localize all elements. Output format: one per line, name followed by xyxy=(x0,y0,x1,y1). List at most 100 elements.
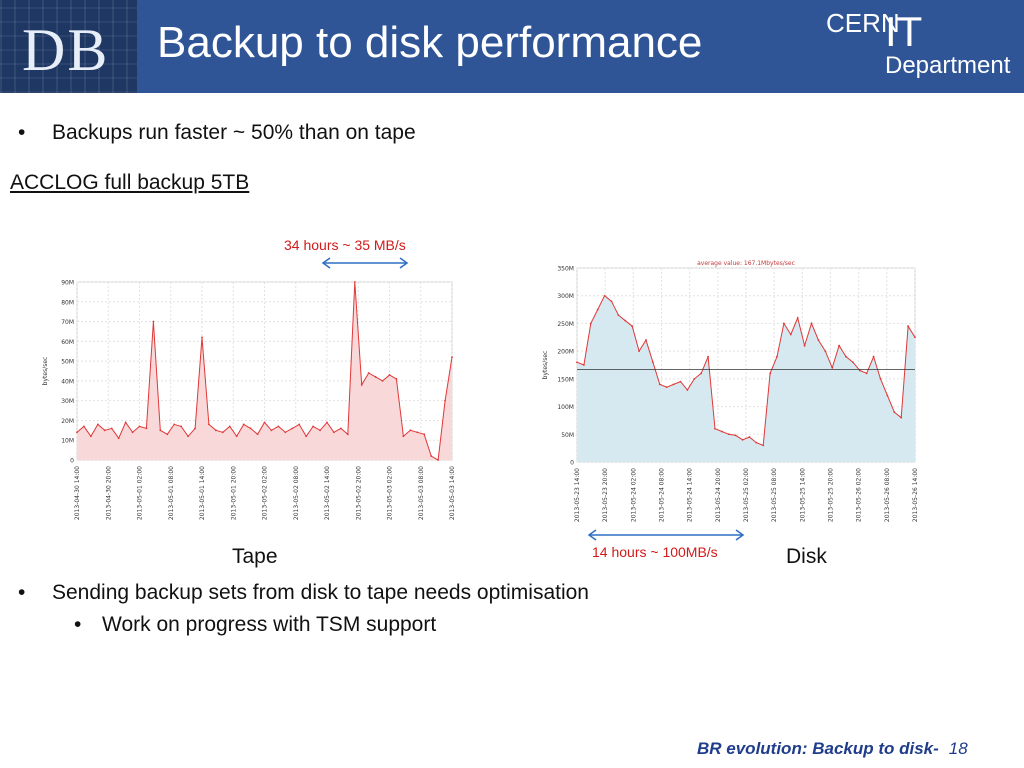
data-point xyxy=(893,411,896,414)
data-point xyxy=(110,427,113,430)
x-tick-label: 2013-05-03 02:00 xyxy=(387,466,394,520)
data-point xyxy=(360,383,363,386)
data-point xyxy=(159,429,162,432)
db-logo: DB xyxy=(0,0,137,93)
data-point xyxy=(346,433,349,436)
data-point xyxy=(326,421,328,424)
data-point xyxy=(624,319,627,322)
bullet-point: • xyxy=(18,581,26,604)
data-point xyxy=(803,344,806,347)
data-point xyxy=(131,431,134,434)
chart-subtitle: average value: 167.1Mbytes/sec xyxy=(697,260,795,267)
data-point xyxy=(672,383,675,386)
x-tick-label: 2013-05-26 08:00 xyxy=(884,468,891,522)
disk-duration-arrow xyxy=(587,529,745,541)
data-point xyxy=(263,421,266,424)
data-point xyxy=(319,429,321,432)
data-point xyxy=(886,394,889,397)
data-point xyxy=(423,433,426,436)
data-point xyxy=(194,427,196,430)
data-point xyxy=(638,350,640,353)
x-tick-label: 2013-05-02 02:00 xyxy=(262,466,269,520)
y-tick-label: 60M xyxy=(61,339,74,346)
footer-text: BR evolution: Backup to disk- xyxy=(697,739,939,758)
data-point xyxy=(576,361,578,364)
x-tick-label: 2013-05-02 14:00 xyxy=(324,466,331,520)
y-tick-label: 20M xyxy=(61,418,74,425)
data-point xyxy=(381,379,384,382)
data-point xyxy=(817,339,820,341)
data-point xyxy=(783,322,785,325)
data-point xyxy=(914,336,916,339)
data-point xyxy=(707,355,709,358)
y-tick-label: 90M xyxy=(61,280,74,287)
data-point xyxy=(451,356,453,359)
x-tick-label: 2013-05-01 02:00 xyxy=(137,466,144,520)
data-point xyxy=(138,425,141,428)
data-point xyxy=(367,372,370,374)
data-point xyxy=(796,316,799,319)
x-tick-label: 2013-05-25 20:00 xyxy=(828,468,835,522)
department-logo-text: Department xyxy=(885,52,1011,79)
disk-chart-label: Disk xyxy=(786,545,827,568)
data-point xyxy=(152,320,155,323)
x-tick-label: 2013-05-23 14:00 xyxy=(574,468,581,522)
data-point xyxy=(872,355,875,358)
x-tick-label: 2013-05-25 14:00 xyxy=(799,468,806,522)
x-tick-label: 2013-05-26 14:00 xyxy=(912,468,919,522)
series-area xyxy=(577,295,915,462)
x-tick-label: 2013-05-02 08:00 xyxy=(293,466,300,520)
data-point xyxy=(658,383,661,386)
y-axis-label: bytes/sec xyxy=(42,357,49,386)
data-point xyxy=(208,423,210,426)
bullet-item: • Sending backup sets from disk to tape … xyxy=(18,581,589,605)
y-tick-label: 0 xyxy=(70,458,74,465)
y-tick-label: 40M xyxy=(61,378,74,385)
x-tick-label: 2013-05-25 02:00 xyxy=(743,468,750,522)
data-point xyxy=(810,322,813,325)
y-tick-label: 100M xyxy=(557,404,574,411)
data-point xyxy=(651,361,654,364)
data-point xyxy=(686,389,689,391)
data-point xyxy=(741,438,744,441)
data-point xyxy=(596,308,599,311)
data-point xyxy=(353,281,356,283)
sub-bullet-item: • Work on progress with TSM support xyxy=(74,613,436,637)
data-point xyxy=(845,355,847,358)
data-point xyxy=(589,322,592,325)
data-point xyxy=(610,300,613,303)
data-point xyxy=(124,421,127,424)
data-point xyxy=(409,429,412,432)
data-point xyxy=(395,378,398,380)
tape-chart-label: Tape xyxy=(232,545,278,568)
tape-chart: 0 10M 20M 30M 40M 50M 60M 70M 80M 90M 2013-04-30 1… xyxy=(42,280,456,521)
data-point xyxy=(617,314,620,317)
data-point xyxy=(679,380,682,383)
x-tick-label: 2013-05-24 14:00 xyxy=(687,468,694,522)
data-point xyxy=(277,425,280,428)
y-tick-label: 50M xyxy=(61,359,74,366)
data-point xyxy=(187,435,190,438)
data-point xyxy=(776,355,778,358)
data-point xyxy=(720,430,723,433)
y-tick-label: 10M xyxy=(61,438,74,445)
data-point xyxy=(645,339,647,341)
data-point xyxy=(242,423,245,426)
data-point xyxy=(180,425,183,428)
tape-duration-arrow xyxy=(321,257,409,269)
data-point xyxy=(214,429,217,432)
logo-text: DB xyxy=(22,17,110,83)
x-tick-label: 2013-05-01 14:00 xyxy=(199,466,206,520)
logo-texture xyxy=(0,0,137,93)
bullet-item: • Backups run faster ~ 50% than on tape xyxy=(18,121,416,145)
data-point xyxy=(444,399,446,402)
data-point xyxy=(312,425,315,428)
data-point xyxy=(235,435,238,438)
bullet-point: • xyxy=(74,613,82,636)
data-point xyxy=(430,455,433,457)
data-point xyxy=(858,369,861,372)
data-point xyxy=(831,366,834,369)
x-tick-label: 2013-05-01 20:00 xyxy=(230,466,237,520)
y-tick-label: 250M xyxy=(557,321,574,328)
data-point xyxy=(714,427,716,430)
